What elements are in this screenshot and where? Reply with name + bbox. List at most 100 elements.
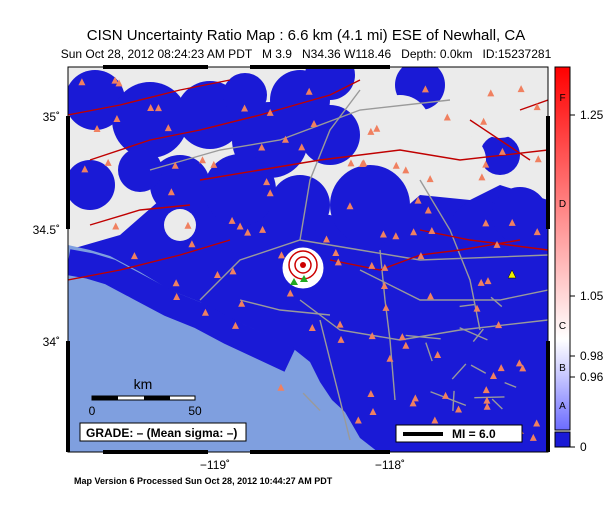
- station: [402, 166, 410, 174]
- station: [167, 188, 175, 196]
- station: [508, 218, 516, 226]
- colorbar-tick-label: 1.25: [580, 108, 604, 122]
- station: [379, 230, 387, 238]
- scale-bar: km 0 50: [89, 376, 202, 418]
- station: [281, 135, 289, 143]
- road: [474, 396, 505, 399]
- station: [290, 278, 298, 285]
- station: [484, 277, 492, 285]
- frame-bar: [250, 450, 390, 454]
- station: [380, 281, 388, 289]
- fault: [519, 99, 548, 111]
- frame-bars: [66, 65, 550, 454]
- field-blob: [388, 208, 452, 272]
- station: [81, 165, 89, 173]
- station: [533, 228, 541, 236]
- title: CISN Uncertainty Ratio Map : 6.6 km (4.1…: [87, 27, 525, 44]
- station: [300, 275, 308, 282]
- road: [199, 239, 548, 301]
- field-blob: [204, 154, 276, 226]
- colorbar-grade: C: [559, 321, 566, 332]
- station: [111, 76, 119, 84]
- colorbar-tick-label: 0.98: [580, 349, 604, 363]
- frame-bar: [103, 65, 208, 69]
- station: [495, 321, 503, 329]
- scale-end: 50: [188, 404, 202, 418]
- lon-label: −118˚: [375, 458, 405, 472]
- field-blob: [305, 67, 355, 100]
- station: [489, 371, 497, 379]
- colorbar-grade: F: [559, 93, 565, 104]
- station: [455, 405, 463, 413]
- station: [443, 113, 451, 121]
- road: [405, 334, 441, 340]
- station: [409, 399, 417, 407]
- colorbar-grade: A: [559, 401, 566, 412]
- station: [147, 104, 155, 112]
- epicenter-mark: [300, 262, 306, 268]
- station: [78, 78, 86, 86]
- station: [493, 240, 501, 248]
- station: [533, 103, 541, 111]
- station: [477, 278, 485, 286]
- station: [497, 364, 505, 372]
- mi-legend: MI = 6.0: [452, 427, 496, 441]
- lat-label: 34.5˚: [33, 223, 60, 237]
- colorbar-tick-label: 0: [580, 440, 587, 454]
- fault: [68, 239, 231, 281]
- station: [130, 252, 138, 260]
- colorbar-tick-label: 0.96: [580, 370, 604, 384]
- station: [115, 79, 123, 87]
- station: [228, 216, 236, 224]
- station: [298, 143, 306, 151]
- station: [310, 119, 318, 127]
- station: [241, 104, 249, 112]
- scale-unit: km: [134, 376, 153, 392]
- station: [482, 386, 490, 394]
- station: [172, 279, 180, 287]
- frame-bar: [66, 116, 70, 229]
- station: [473, 304, 481, 312]
- colorbar-labels: 1.25 1.05 0.98 0.96 0 F D C B A: [559, 93, 604, 454]
- stations: [78, 76, 542, 441]
- contour: [294, 256, 312, 274]
- colorbar-zero: [554, 431, 571, 448]
- map-area: [68, 67, 548, 452]
- station: [431, 416, 439, 424]
- station: [517, 85, 525, 93]
- colorbar-tick-label: 1.05: [580, 289, 604, 303]
- subtitle: Sun Oct 28, 2012 08:24:23 AM PDT M 3.9 N…: [61, 47, 552, 61]
- station: [308, 324, 316, 332]
- station: [442, 391, 450, 399]
- road: [490, 296, 503, 308]
- colorbar-grade: B: [559, 363, 566, 374]
- coastal-field: [68, 249, 296, 372]
- station: [507, 269, 517, 279]
- road: [379, 249, 396, 401]
- station: [367, 389, 375, 397]
- road: [459, 327, 488, 341]
- station: [533, 419, 541, 427]
- station: [424, 206, 432, 214]
- station: [266, 108, 274, 116]
- station: [398, 333, 406, 341]
- fault: [419, 229, 548, 251]
- station: [483, 402, 491, 410]
- station: [198, 156, 206, 164]
- field-blob: [330, 165, 410, 245]
- station: [231, 321, 239, 329]
- road: [302, 392, 321, 411]
- road: [452, 390, 455, 411]
- station: [428, 227, 436, 235]
- station: [346, 202, 354, 210]
- station: [368, 261, 376, 269]
- road: [470, 364, 487, 374]
- station: [519, 364, 527, 372]
- frame-bar: [103, 450, 208, 454]
- mi-legend-bar: [403, 432, 443, 436]
- station: [113, 114, 121, 122]
- field-blob: [112, 82, 188, 158]
- frame-bar: [66, 341, 70, 452]
- station: [482, 219, 490, 227]
